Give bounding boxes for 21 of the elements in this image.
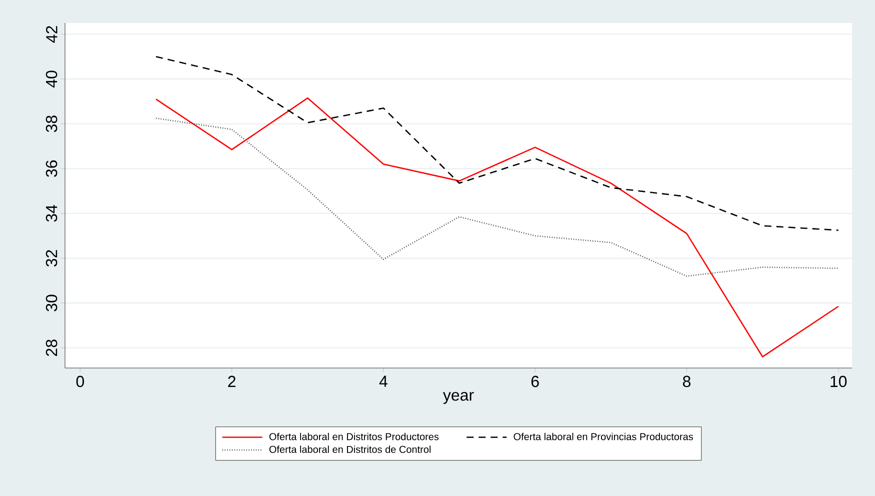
x-tick-label: 8	[682, 376, 690, 388]
y-tick-label: 32	[46, 250, 58, 267]
y-tick-label: 40	[46, 70, 58, 88]
y-tick-label: 34	[46, 205, 58, 222]
y-tick-label: 42	[46, 26, 58, 43]
x-tick-label: 6	[531, 376, 539, 388]
x-tick-label: 10	[830, 376, 847, 388]
legend-label: Oferta laboral en Distritos Productores	[269, 432, 439, 440]
x-axis-title: year	[442, 392, 474, 404]
x-tick-label: 0	[76, 376, 84, 388]
y-tick-label: 30	[46, 294, 58, 312]
legend-label: Oferta laboral en Distritos de Control	[269, 446, 431, 453]
y-tick-label: 36	[46, 160, 58, 177]
line-series	[155, 97, 840, 358]
line-series	[155, 118, 840, 277]
y-tick-label: 38	[46, 116, 58, 132]
x-tick-label: 2	[228, 376, 236, 387]
y-tick-label: 28	[46, 340, 58, 356]
x-tick-label: 4	[379, 376, 388, 387]
legend-label: Oferta laboral en Provincias Productoras	[514, 432, 693, 440]
line-series	[155, 56, 840, 231]
